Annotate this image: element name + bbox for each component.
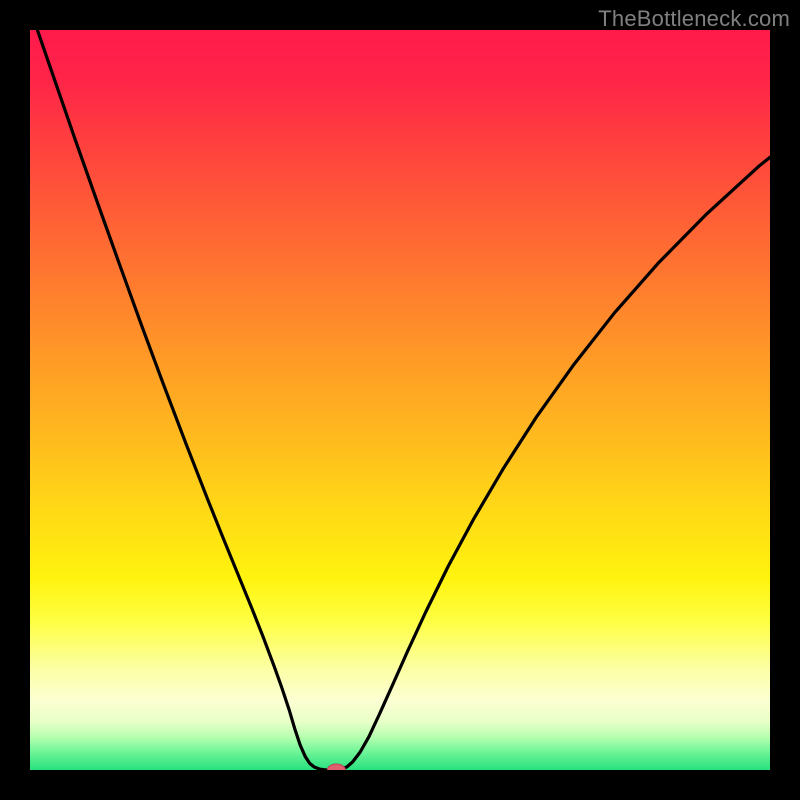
gradient-background [30, 30, 770, 770]
chart-svg [30, 30, 770, 770]
plot-area [30, 30, 770, 770]
watermark-label: TheBottleneck.com [598, 6, 790, 32]
